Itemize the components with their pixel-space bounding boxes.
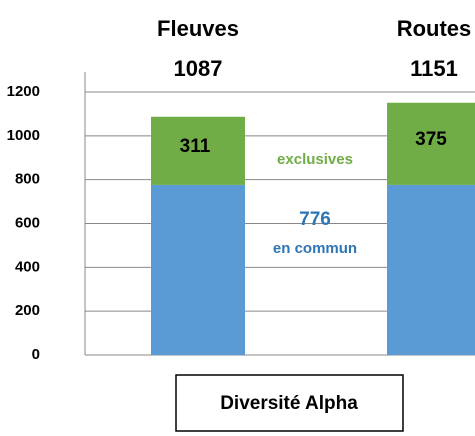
y-tick-label: 0 bbox=[32, 346, 40, 363]
y-tick-label: 600 bbox=[15, 214, 40, 231]
y-tick-label: 800 bbox=[15, 171, 40, 188]
bar-segment bbox=[151, 184, 245, 355]
bar-segment bbox=[387, 102, 475, 185]
series-label: en commun bbox=[273, 240, 357, 257]
annotation: Diversité Alpha bbox=[220, 393, 358, 414]
annotation-box bbox=[175, 374, 404, 432]
category-label: Routes bbox=[397, 16, 472, 41]
total-label: 1087 bbox=[174, 56, 223, 81]
bar-segment bbox=[151, 116, 245, 185]
series-label: exclusives bbox=[277, 151, 353, 168]
total-label: 1151 bbox=[410, 56, 458, 81]
y-tick-label: 200 bbox=[15, 302, 40, 319]
data-label: 776 bbox=[299, 209, 331, 230]
data-label: 311 bbox=[180, 136, 211, 157]
category-label: Fleuves bbox=[157, 16, 239, 41]
y-tick-label: 1200 bbox=[7, 83, 40, 100]
y-tick-label: 1000 bbox=[7, 127, 40, 144]
bar-segment bbox=[387, 184, 475, 355]
data-label: 375 bbox=[415, 129, 447, 150]
y-tick-label: 400 bbox=[15, 258, 40, 275]
